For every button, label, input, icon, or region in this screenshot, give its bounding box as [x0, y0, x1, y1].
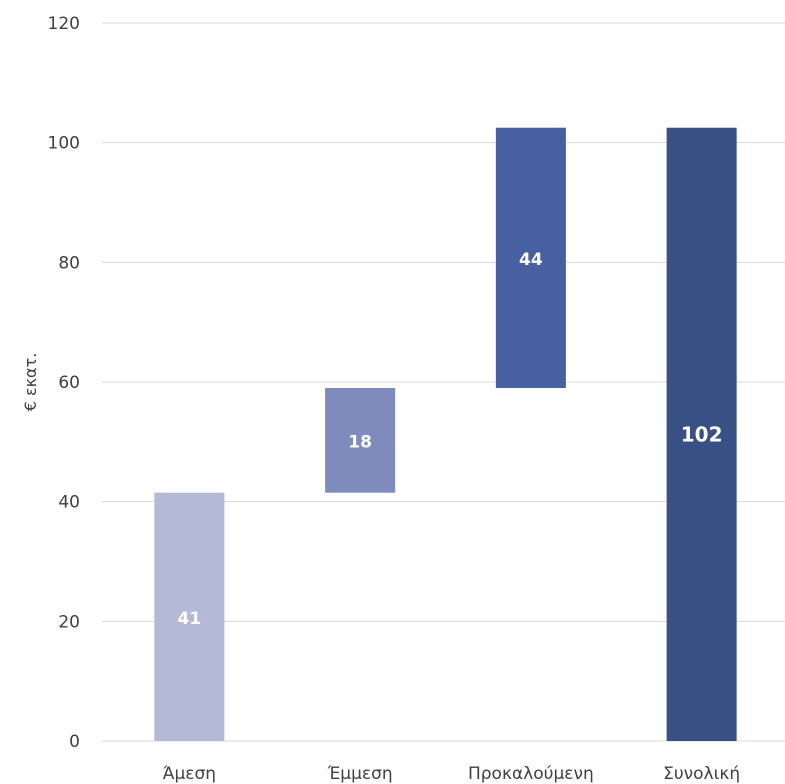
y-tick-label: 60	[58, 373, 80, 393]
category-label: Άμεση	[163, 764, 216, 784]
data-label: 18	[348, 432, 372, 452]
bar-1	[154, 492, 225, 741]
data-label: 41	[178, 609, 202, 629]
bar-3	[495, 127, 566, 388]
y-tick-label: 80	[58, 253, 80, 273]
y-axis-ticks: 0 20 40 60 80 100 120	[48, 14, 80, 752]
data-label: 102	[681, 422, 723, 446]
data-label: 44	[519, 250, 543, 270]
bars	[154, 127, 737, 742]
x-axis-categories: Άμεση Έμμεση Προκαλούμενη Συνολική	[163, 764, 740, 784]
category-label: Συνολική	[663, 764, 740, 784]
y-tick-label: 40	[58, 493, 80, 513]
category-label: Προκαλούμενη	[468, 764, 594, 784]
y-tick-label: 100	[48, 134, 80, 154]
y-tick-label: 120	[48, 14, 80, 34]
y-tick-label: 20	[58, 612, 80, 632]
bar-2	[325, 387, 396, 493]
y-axis-label: € εκατ.	[21, 353, 40, 412]
y-tick-label: 0	[69, 732, 80, 752]
data-labels: 41 18 44 102	[178, 250, 723, 629]
category-label: Έμμεση	[327, 764, 393, 784]
bar-4	[666, 127, 737, 742]
